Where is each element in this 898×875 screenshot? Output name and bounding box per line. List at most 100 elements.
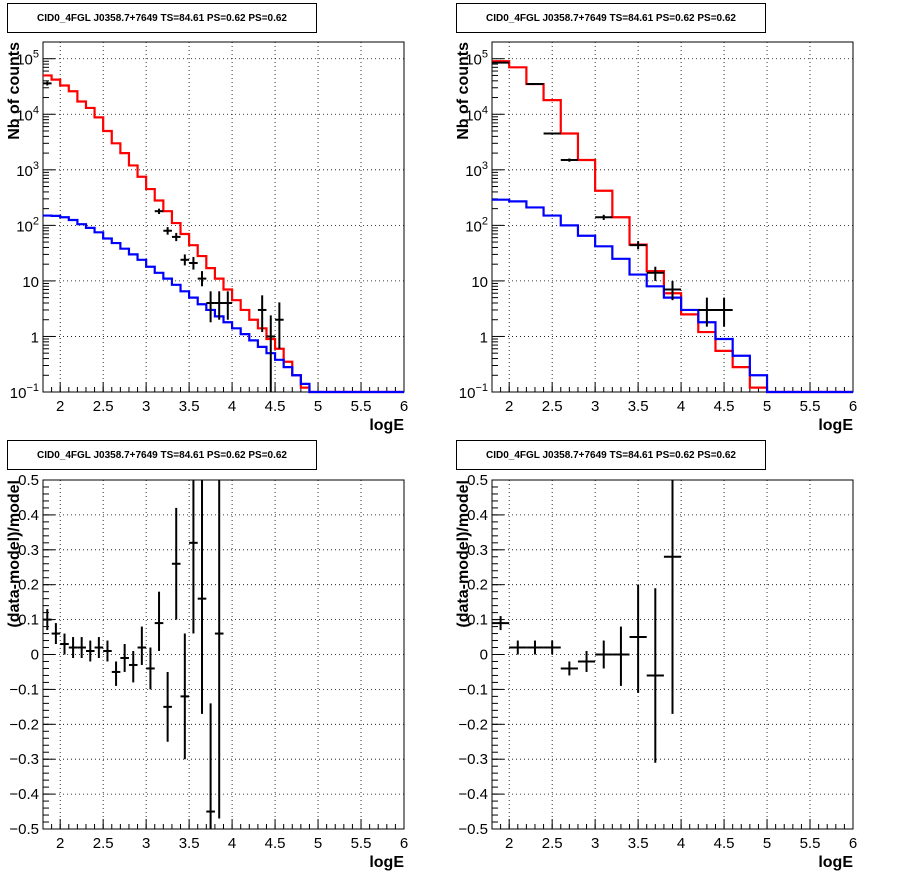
plot-frame — [42, 41, 405, 393]
y-tick-label: 102 — [465, 215, 488, 235]
data-point — [275, 302, 284, 349]
y-tick-label: 105 — [16, 49, 39, 69]
y-tick-label: 0.2 — [467, 577, 488, 594]
y-axis-label: (data-model)/model — [6, 480, 23, 628]
data-point — [646, 588, 664, 763]
x-tick-label: 3.5 — [179, 835, 200, 852]
x-tick-label: 6 — [400, 835, 408, 852]
y-tick-label: 104 — [16, 104, 39, 124]
y-tick-label: 1 — [31, 329, 39, 346]
y-axis-label: (data-model)/model — [455, 480, 472, 628]
data-point — [189, 480, 198, 634]
data-point — [120, 644, 129, 672]
data-point — [163, 227, 172, 235]
panel-1-title: CID0_4FGL J0358.7+7649 TS=84.61 PS=0.62 … — [7, 3, 317, 33]
data-point — [197, 480, 207, 714]
x-tick-label: 3.5 — [628, 835, 649, 852]
y-tick-label: 1 — [480, 329, 488, 346]
y-tick-label: 0.3 — [18, 542, 39, 559]
x-tick-label: 2.5 — [542, 398, 563, 415]
data-point — [189, 256, 198, 270]
x-tick-label: 5.5 — [800, 398, 821, 415]
data-point — [526, 83, 544, 86]
y-tick-label: 0 — [31, 647, 39, 664]
data-point — [214, 291, 224, 320]
data-point — [154, 208, 164, 215]
y-tick-label: 10 — [471, 274, 488, 291]
y-tick-label: 0 — [480, 647, 488, 664]
data-point — [163, 671, 172, 742]
y-tick-label: 105 — [465, 49, 488, 69]
x-tick-label: 6 — [400, 398, 408, 415]
data-point — [663, 280, 682, 301]
y-tick-label: 10 — [22, 274, 39, 291]
x-tick-label: 3.5 — [179, 398, 200, 415]
plot-panel-3: 2 2.5 3 3.5 4 4.5 5 5.5 6 −0.5 −0.4 −0.3 −0.2 −0.1 0 0.… — [6, 472, 408, 871]
x-tick-label: 2 — [505, 398, 513, 415]
y-tick-label: 0.3 — [467, 542, 488, 559]
data-point — [197, 271, 207, 287]
y-tick-label: 104 — [465, 104, 488, 124]
plot-frame — [491, 41, 854, 393]
x-axis-label: logE — [818, 417, 853, 434]
y-axis-label: Nb of counts — [455, 42, 472, 140]
x-tick-label: 3 — [142, 398, 150, 415]
panel-2-title: CID0_4FGL J0358.7+7649 TS=84.61 PS=0.62 … — [456, 3, 766, 33]
data-point — [60, 633, 69, 655]
y-tick-label: −0.2 — [9, 716, 39, 733]
x-tick-label: 4.5 — [265, 835, 286, 852]
panel-4-title: CID0_4FGL J0358.7+7649 TS=84.61 PS=0.62 … — [456, 440, 766, 470]
data-point — [85, 640, 95, 662]
y-tick-label: 0.1 — [18, 612, 39, 629]
data-point — [257, 295, 267, 333]
y-tick-label: −0.5 — [9, 821, 39, 838]
y-tick-label: −0.4 — [458, 786, 488, 803]
data-point — [543, 132, 561, 135]
data-point — [526, 640, 544, 655]
y-tick-label: 103 — [465, 160, 488, 180]
y-tick-label: 0.1 — [467, 612, 488, 629]
data-point — [492, 616, 510, 631]
y-tick-label: 0.4 — [18, 507, 39, 524]
y-tick-label: 103 — [16, 160, 39, 180]
x-tick-label: 3 — [591, 835, 599, 852]
data-point — [206, 703, 215, 829]
data-point — [68, 637, 78, 658]
x-axis-label: logE — [369, 417, 404, 434]
x-axis-label: logE — [369, 854, 404, 871]
x-tick-label: 5.5 — [351, 398, 372, 415]
data-point — [171, 232, 181, 242]
x-tick-label: 2.5 — [542, 835, 563, 852]
data-point — [128, 651, 138, 683]
y-tick-label: 10−1 — [10, 382, 39, 402]
data-point — [629, 241, 647, 250]
y-tick-label: 0.5 — [467, 472, 488, 489]
x-tick-label: 5 — [314, 835, 322, 852]
data-point — [646, 266, 664, 281]
x-tick-label: 4.5 — [265, 398, 286, 415]
y-tick-label: −0.3 — [9, 751, 39, 768]
x-tick-label: 2.5 — [93, 835, 114, 852]
y-tick-label: −0.2 — [458, 716, 488, 733]
data-point — [180, 633, 190, 760]
plot-panel-2: 2 2.5 3 3.5 4 4.5 5 5.5 6 10−1 1 10 102 103 104 105 logE… — [455, 41, 857, 434]
x-tick-label: 4 — [677, 398, 685, 415]
x-tick-label: 2 — [56, 835, 64, 852]
y-tick-label: −0.3 — [458, 751, 488, 768]
data-point — [77, 637, 86, 658]
y-tick-label: −0.4 — [9, 786, 39, 803]
data-point — [492, 61, 510, 64]
x-tick-label: 2 — [56, 398, 64, 415]
x-tick-label: 5 — [763, 835, 771, 852]
x-tick-label: 2.5 — [93, 398, 114, 415]
x-axis-label: logE — [818, 854, 853, 871]
y-tick-label: 10−1 — [459, 382, 488, 402]
data-point — [51, 623, 61, 645]
x-tick-label: 3 — [591, 398, 599, 415]
x-tick-label: 3.5 — [628, 398, 649, 415]
x-tick-label: 4 — [677, 835, 685, 852]
model-source-step-line — [43, 214, 404, 394]
data-point — [577, 651, 596, 672]
